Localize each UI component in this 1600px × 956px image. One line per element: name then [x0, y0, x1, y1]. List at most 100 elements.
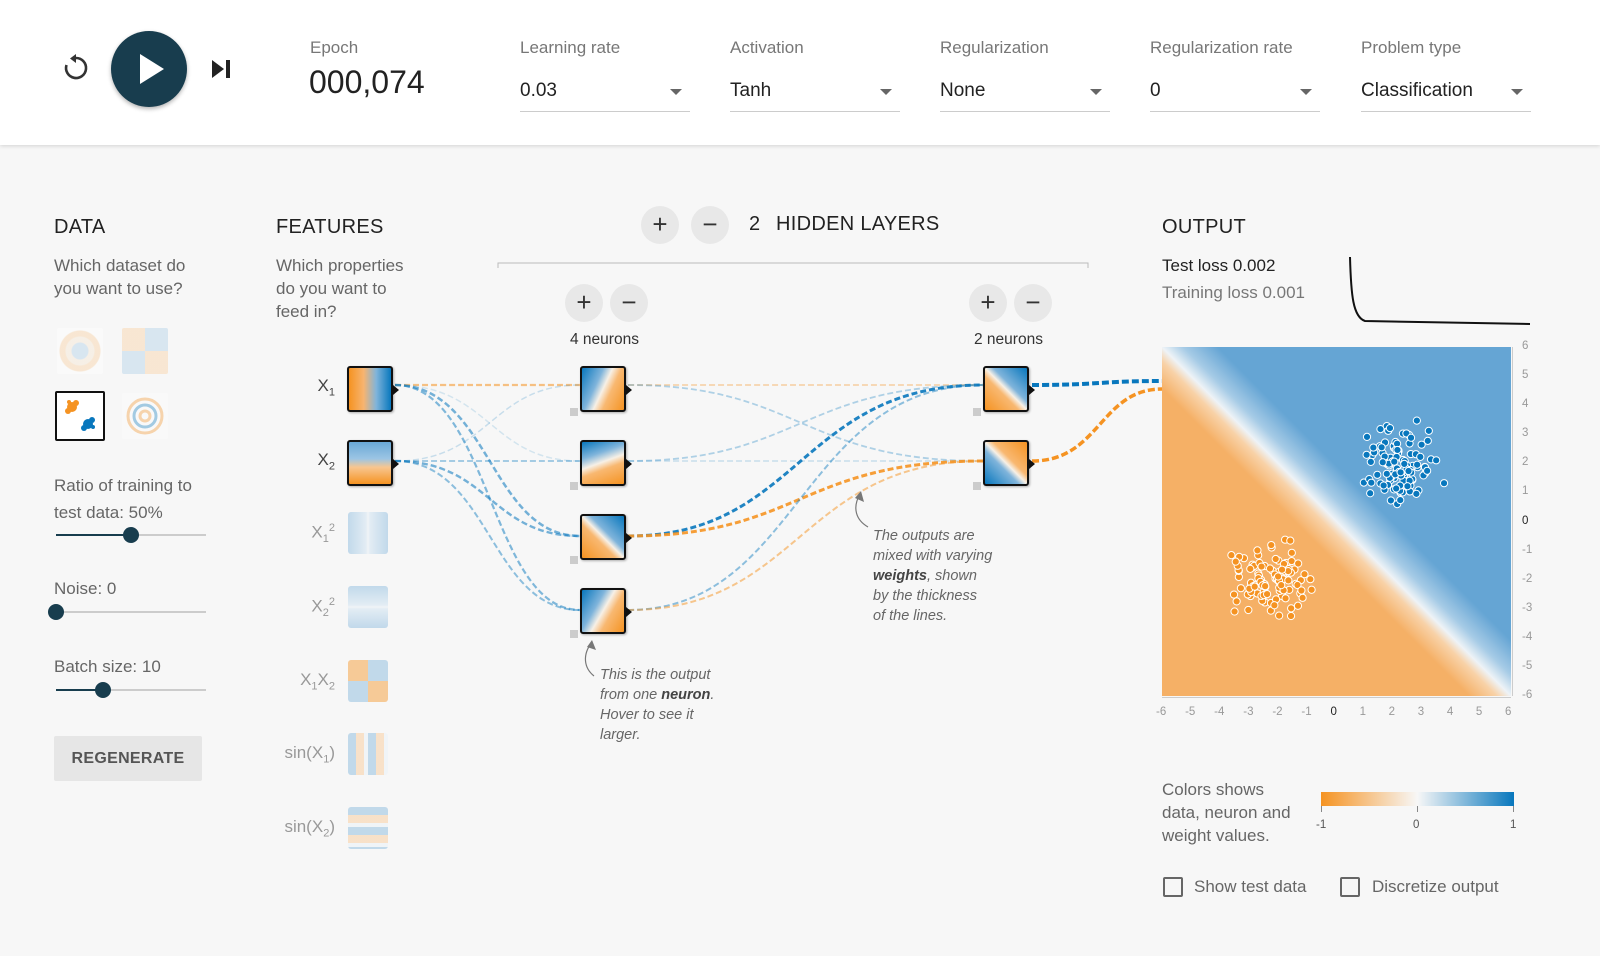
neuron-layer2-1[interactable] [973, 366, 1035, 416]
data-point [1281, 594, 1290, 603]
node-output-icon [1029, 385, 1035, 395]
link-n2-m1[interactable] [627, 384, 984, 462]
y-tick-label: 6 [1522, 340, 1529, 352]
data-point [1273, 572, 1283, 581]
link-x2-n1[interactable] [394, 384, 581, 462]
bias-indicator [973, 482, 981, 490]
reset-icon[interactable] [62, 54, 90, 82]
feature-node-x2[interactable] [347, 440, 399, 486]
x-tick-label: -2 [1272, 706, 1283, 718]
link-n3-m2[interactable] [627, 459, 984, 538]
data-point [1423, 466, 1432, 475]
play-button[interactable] [111, 31, 187, 107]
link-x1-n3[interactable] [394, 383, 581, 538]
data-point [1416, 452, 1425, 461]
remove-neuron-layer2-button[interactable]: − [1014, 284, 1052, 322]
link-m1-out[interactable] [1031, 379, 1163, 387]
regularization-value: None [940, 80, 986, 101]
batch-size-slider[interactable] [56, 682, 206, 698]
annotation-line: by the thickness [873, 588, 977, 604]
y-tick-label: 5 [1522, 369, 1529, 382]
x-axis-line [1162, 697, 1511, 698]
remove-neuron-layer1-button[interactable]: − [610, 284, 648, 322]
data-point [1400, 459, 1409, 468]
legend-text-line: data, neuron and [1162, 803, 1291, 822]
data-point [1294, 559, 1303, 568]
regularization-select[interactable]: None [940, 78, 1110, 112]
data-subtitle-line: you want to use? [54, 279, 183, 298]
link-n1-m2[interactable] [627, 384, 984, 462]
dataset-gaussian-thumb[interactable] [55, 391, 105, 441]
ratio-slider-fill [56, 534, 131, 536]
dataset-circle-thumb[interactable] [57, 328, 103, 374]
dataset-xor-thumb[interactable] [122, 328, 168, 374]
neuron-layer2-2[interactable] [973, 440, 1035, 490]
data-point [1412, 489, 1421, 498]
link-x2-n3[interactable] [394, 459, 581, 538]
show-test-data-label[interactable]: Show test data [1194, 877, 1307, 896]
feature-node-x1[interactable] [347, 366, 399, 412]
learning-rate-select[interactable]: 0.03 [520, 78, 690, 112]
node-output-icon [626, 607, 632, 617]
data-point [1396, 495, 1405, 505]
x-tick-label: -5 [1185, 706, 1196, 718]
dataset-spiral-thumb[interactable] [122, 393, 168, 439]
feature-node-sin-x1[interactable] [348, 733, 388, 775]
data-subtitle: Which dataset do you want to use? [54, 254, 185, 300]
data-point [1271, 554, 1280, 564]
output-heatmap[interactable] [1162, 347, 1511, 696]
step-icon[interactable] [210, 58, 234, 80]
batch-size-label: Batch size: 10 [54, 657, 161, 676]
feature-node-x1x2[interactable] [348, 660, 388, 702]
annotation-line: mixed with varying [873, 548, 993, 564]
bias-indicator [570, 630, 578, 638]
neuron-layer1-4[interactable] [570, 588, 632, 638]
x-tick-label: 3 [1417, 706, 1425, 718]
link-m2-out[interactable] [1031, 387, 1163, 463]
add-neuron-layer2-button[interactable]: + [969, 284, 1007, 322]
link-x1-n2[interactable] [394, 384, 581, 462]
ratio-slider-knob[interactable] [123, 527, 139, 543]
neuron-layer1-1[interactable] [570, 366, 632, 416]
show-test-data-checkbox[interactable] [1163, 877, 1183, 897]
activation-select[interactable]: Tanh [730, 78, 900, 112]
feature-node-sin-x2[interactable] [348, 807, 388, 849]
link-n4-m1[interactable] [627, 384, 984, 611]
y-tick-label: -5 [1522, 659, 1533, 672]
add-layer-button[interactable]: + [641, 206, 679, 244]
discretize-output-label[interactable]: Discretize output [1372, 877, 1499, 896]
y-tick-label: 4 [1522, 398, 1529, 411]
neuron-layer1-3[interactable] [570, 514, 632, 564]
data-point [1423, 436, 1432, 445]
add-neuron-layer1-button[interactable]: + [565, 284, 603, 322]
legend-tick-label: -1 [1316, 819, 1327, 831]
y-tick-label: -2 [1522, 572, 1533, 585]
remove-layer-button[interactable]: − [691, 206, 729, 244]
legend-tick-mark [1321, 806, 1322, 812]
link-n4-m2[interactable] [627, 460, 984, 611]
neuron-layer1-2[interactable] [570, 440, 632, 490]
data-point [1367, 478, 1376, 487]
feature-node-x1-squared[interactable] [348, 512, 388, 554]
data-point [1297, 586, 1306, 595]
batch-slider-fill [56, 689, 103, 691]
chevron-down-icon [1090, 89, 1102, 95]
link-n3-m1[interactable] [627, 383, 984, 538]
discretize-output-checkbox[interactable] [1340, 877, 1360, 897]
spiral-icon [126, 397, 164, 435]
noise-slider[interactable] [48, 604, 206, 620]
reg-rate-select[interactable]: 0 [1150, 78, 1320, 112]
training-loss: Training loss 0.001 [1162, 283, 1306, 302]
feature-node-x2-squared[interactable] [348, 586, 388, 628]
data-point [1406, 433, 1416, 442]
problem-type-select[interactable]: Classification [1361, 78, 1531, 112]
legend-text-line: Colors shows [1162, 780, 1265, 799]
ratio-slider[interactable] [56, 527, 206, 543]
data-point [1232, 597, 1241, 606]
batch-slider-knob[interactable] [94, 682, 111, 698]
data-point [1275, 611, 1284, 620]
regenerate-button[interactable]: REGENERATE [54, 736, 202, 781]
data-subtitle-line: Which dataset do [54, 256, 186, 275]
link-x2-n4[interactable] [394, 460, 581, 611]
noise-slider-knob[interactable] [48, 604, 64, 620]
